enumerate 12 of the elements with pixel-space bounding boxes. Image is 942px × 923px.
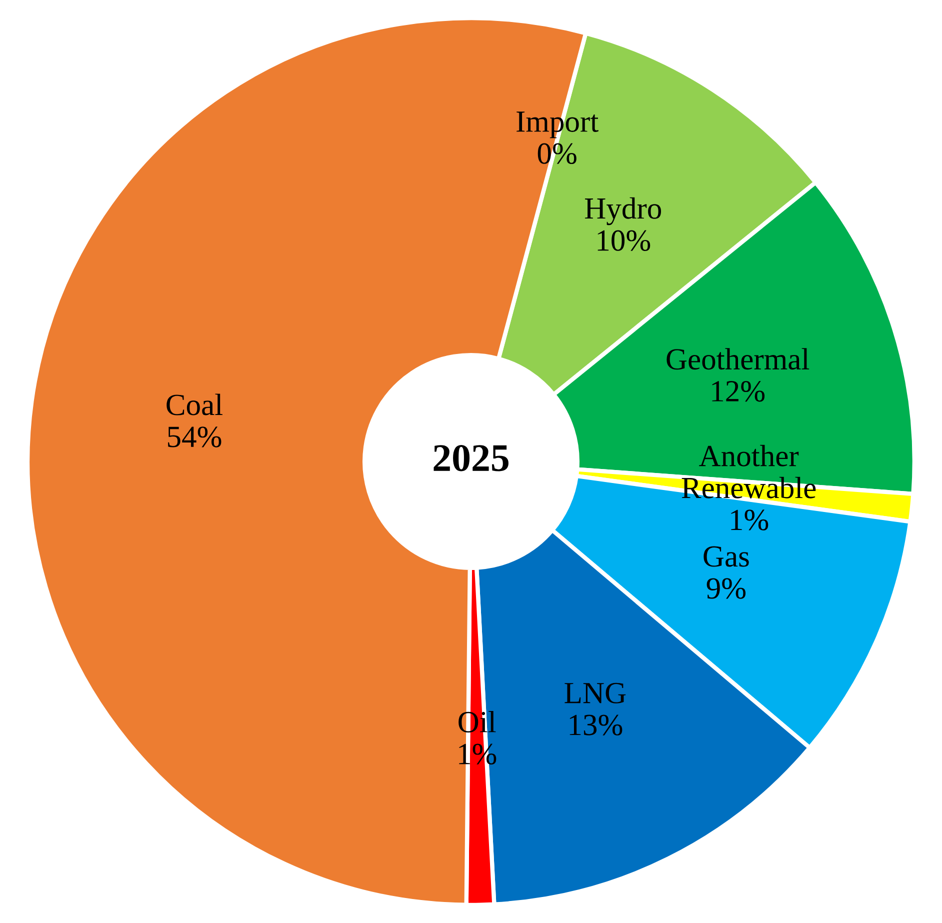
data-label: 1% (731, 510, 768, 530)
slice-label: Hydro (584, 197, 662, 226)
data-label: 9% (706, 578, 746, 599)
slice-label: LNG (564, 682, 626, 704)
data-label: 13% (570, 714, 622, 736)
data-label: 12% (712, 380, 765, 402)
slice-label: Gas (704, 546, 749, 567)
slice-label: Coal (166, 394, 222, 416)
slice-label: Geothermal (666, 348, 810, 370)
text: 2025 (434, 444, 508, 472)
data-label: 10% (598, 230, 650, 251)
data-label: 54% (168, 426, 222, 448)
